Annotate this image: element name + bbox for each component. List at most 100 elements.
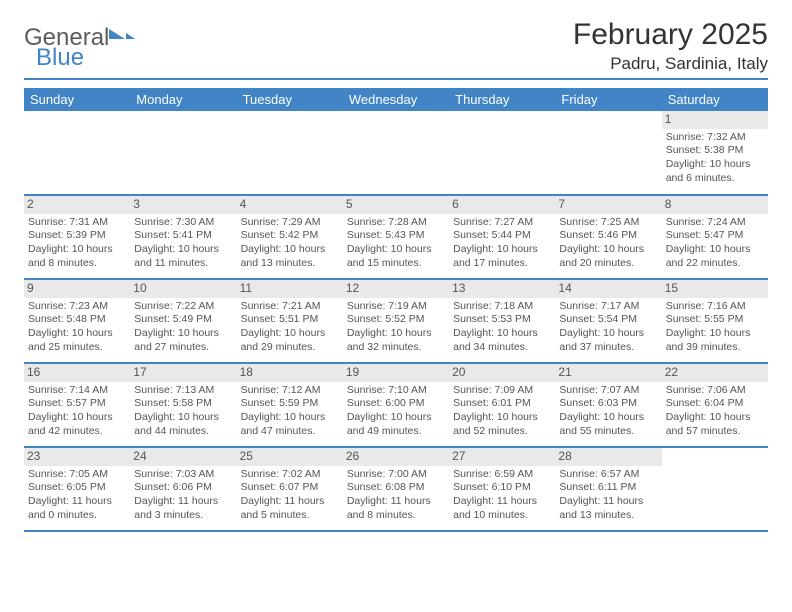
day-number: 21 (555, 364, 661, 382)
sunset-line: Sunset: 6:01 PM (453, 397, 551, 411)
day-number: 9 (24, 280, 130, 298)
sunrise-line: Sunrise: 7:16 AM (666, 300, 764, 314)
sunrise-line: Sunrise: 7:27 AM (453, 216, 551, 230)
brand-logo: General Blue (24, 18, 137, 52)
calendar-day-cell: 11 Sunrise: 7:21 AMSunset: 5:51 PMDayligh… (237, 279, 343, 363)
daylight-line: Daylight: 10 hours and 34 minutes. (453, 327, 551, 354)
sunset-line: Sunset: 6:11 PM (559, 481, 657, 495)
day-number: 10 (130, 280, 236, 298)
calendar-day-cell (237, 111, 343, 195)
sunset-line: Sunset: 6:06 PM (134, 481, 232, 495)
sunset-line: Sunset: 5:42 PM (241, 229, 339, 243)
sunrise-line: Sunrise: 7:21 AM (241, 300, 339, 314)
sunrise-line: Sunrise: 7:05 AM (28, 468, 126, 482)
daylight-line: Daylight: 10 hours and 13 minutes. (241, 243, 339, 270)
weekday-header: Saturday (662, 88, 768, 111)
header: General Blue February 2025 Padru, Sardin… (24, 18, 768, 80)
sunset-line: Sunset: 5:54 PM (559, 313, 657, 327)
calendar-day-cell: 23Sunrise: 7:05 AMSunset: 6:05 PMDayligh… (24, 447, 130, 531)
daylight-line: Daylight: 10 hours and 37 minutes. (559, 327, 657, 354)
daylight-line: Daylight: 11 hours and 8 minutes. (347, 495, 445, 522)
location-text: Padru, Sardinia, Italy (573, 54, 768, 74)
daylight-line: Daylight: 10 hours and 17 minutes. (453, 243, 551, 270)
weekday-header: Tuesday (237, 88, 343, 111)
day-number: 12 (343, 280, 449, 298)
daylight-line: Daylight: 10 hours and 39 minutes. (666, 327, 764, 354)
day-number: 7 (555, 196, 661, 214)
calendar-week-row: 23 Sunrise: 7:05 AMSunset: 6:05 PM Dayligh… (24, 447, 768, 531)
day-number: 23 (24, 448, 130, 466)
day-number: 17 (130, 364, 236, 382)
sunset-line: Sunset: 5:46 PM (559, 229, 657, 243)
day-number: 26 (343, 448, 449, 466)
daylight-line: Daylight: 10 hours and 44 minutes. (134, 411, 232, 438)
sunset-line: Sunset: 5:38 PM (666, 144, 764, 158)
month-title: February 2025 (573, 18, 768, 52)
daylight-line: Daylight: 11 hours and 3 minutes. (134, 495, 232, 522)
calendar-table: SundayMondayTuesdayWednesdayThursdayFrid… (24, 88, 768, 532)
day-number: 27 (449, 448, 555, 466)
sunrise-line: Sunrise: 7:00 AM (347, 468, 445, 482)
sunset-line: Sunset: 5:47 PM (666, 229, 764, 243)
calendar-day-cell (662, 447, 768, 531)
calendar-day-cell: 4Sunrise: 7:29 AMSunset: 5:42 PMDaylight… (237, 195, 343, 279)
daylight-line: Daylight: 11 hours and 10 minutes. (453, 495, 551, 522)
sunrise-line: Sunrise: 7:29 AM (241, 216, 339, 230)
day-number: 18 (237, 364, 343, 382)
sunrise-line: Sunrise: 7:32 AM (666, 131, 764, 145)
calendar-day-cell: 16Sunrise: 7:14 AMSunset: 5:57 PMDayligh… (24, 363, 130, 447)
calendar-day-cell: 27Sunrise: 6:59 AMSunset: 6:10 PMDayligh… (449, 447, 555, 531)
sunset-line: Sunset: 6:03 PM (559, 397, 657, 411)
sunset-line: Sunset: 6:10 PM (453, 481, 551, 495)
day-number: 11 (237, 280, 343, 298)
daylight-line: Daylight: 10 hours and 52 minutes. (453, 411, 551, 438)
sunset-line: Sunset: 6:07 PM (241, 481, 339, 495)
calendar-day-cell: 22Sunrise: 7:06 AMSunset: 6:04 PMDayligh… (662, 363, 768, 447)
day-number: 1 (662, 111, 768, 129)
sunset-line: Sunset: 6:05 PM (28, 481, 126, 495)
calendar-day-cell: 12Sunrise: 7:19 AMSunset: 5:52 PMDayligh… (343, 279, 449, 363)
calendar-day-cell: 8Sunrise: 7:24 AMSunset: 5:47 PMDaylight… (662, 195, 768, 279)
calendar-week-row: 9Sunrise: 7:23 AMSunset: 5:48 PMDaylight… (24, 279, 768, 363)
sunrise-line: Sunrise: 7:18 AM (453, 300, 551, 314)
sunrise-line: Sunrise: 7:14 AM (28, 384, 126, 398)
sunrise-line: Sunrise: 7:09 AM (453, 384, 551, 398)
daylight-line: Daylight: 10 hours and 29 minutes. (241, 327, 339, 354)
sunrise-line: Sunrise: 7:17 AM (559, 300, 657, 314)
sunset-line: Sunset: 6:00 PM (347, 397, 445, 411)
day-number: 3 (130, 196, 236, 214)
sunrise-line: Sunrise: 7:31 AM (28, 216, 126, 230)
calendar-day-cell: 15Sunrise: 7:16 AMSunset: 5:55 PMDayligh… (662, 279, 768, 363)
sunset-line: Sunset: 5:55 PM (666, 313, 764, 327)
calendar-day-cell (130, 111, 236, 195)
weekday-header: Friday (555, 88, 661, 111)
daylight-line: Daylight: 10 hours and 55 minutes. (559, 411, 657, 438)
calendar-day-cell: 2Sunrise: 7:31 AMSunset: 5:39 PMDaylight… (24, 195, 130, 279)
sunset-line: Sunset: 5:52 PM (347, 313, 445, 327)
daylight-line: Daylight: 10 hours and 20 minutes. (559, 243, 657, 270)
weekday-header: Thursday (449, 88, 555, 111)
calendar-day-cell (24, 111, 130, 195)
sunset-line: Sunset: 5:58 PM (134, 397, 232, 411)
calendar-day-cell (555, 111, 661, 195)
calendar-day-cell: 13Sunrise: 7:18 AMSunset: 5:53 PMDayligh… (449, 279, 555, 363)
calendar-day-cell (343, 111, 449, 195)
calendar-day-cell: 6Sunrise: 7:27 AMSunset: 5:44 PMDaylight… (449, 195, 555, 279)
sunrise-line: Sunrise: 7:28 AM (347, 216, 445, 230)
day-number: 8 (662, 196, 768, 214)
sunset-line: Sunset: 5:57 PM (28, 397, 126, 411)
sunset-line: Sunset: 5:51 PM (241, 313, 339, 327)
daylight-line: Daylight: 11 hours and 5 minutes. (241, 495, 339, 522)
calendar-day-cell: 21Sunrise: 7:07 AMSunset: 6:03 PMDayligh… (555, 363, 661, 447)
day-number: 14 (555, 280, 661, 298)
calendar-day-cell: 1Sunrise: 7:32 AMSunset: 5:38 PMDaylight… (662, 111, 768, 195)
sunrise-line: Sunrise: 7:25 AM (559, 216, 657, 230)
sunset-line: Sunset: 5:53 PM (453, 313, 551, 327)
calendar-day-cell: 10Sunrise: 7:22 AMSunset: 5:49 PMDayligh… (130, 279, 236, 363)
daylight-line: Daylight: 11 hours and 13 minutes. (559, 495, 657, 522)
day-number: 28 (555, 448, 661, 466)
day-number: 19 (343, 364, 449, 382)
day-number: 22 (662, 364, 768, 382)
daylight-line: Daylight: 10 hours and 57 minutes. (666, 411, 764, 438)
calendar-week-row: 1Sunrise: 7:32 AMSunset: 5:38 PMDaylight… (24, 111, 768, 195)
